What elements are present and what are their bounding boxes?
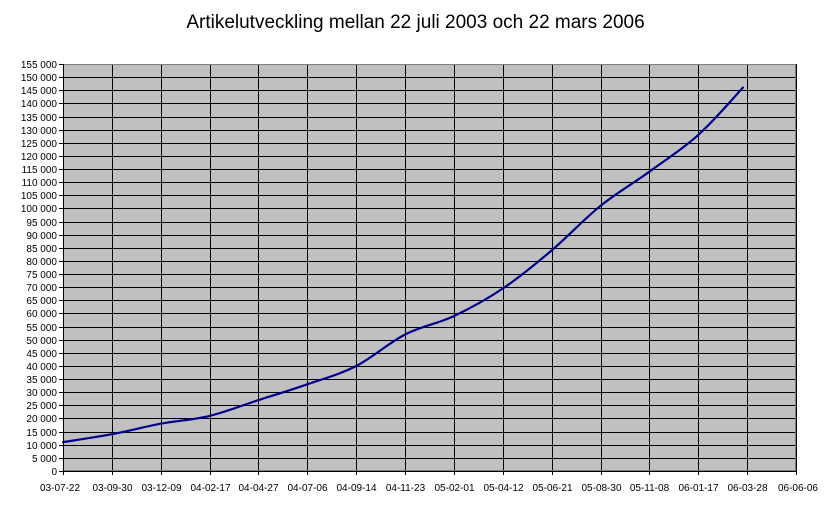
x-tick-label: 03-12-09 xyxy=(141,483,181,494)
x-tick-label: 04-04-27 xyxy=(238,483,278,494)
x-tick-label: 05-04-12 xyxy=(483,483,523,494)
x-tick-labels: 03-07-22 03-09-30 03-12-09 04-02-17 04-04-27… xyxy=(40,483,818,494)
x-tick-label: 05-08-30 xyxy=(581,483,621,494)
y-tick-label: 20 000 xyxy=(26,414,57,425)
y-tick-label: 95 000 xyxy=(26,218,57,229)
x-tick-label: 04-11-23 xyxy=(386,483,426,494)
y-tick-label: 100 000 xyxy=(21,204,58,215)
y-tick-label: 80 000 xyxy=(26,257,57,268)
y-tick-label: 50 000 xyxy=(26,336,57,347)
y-tick-label: 90 000 xyxy=(26,231,57,242)
y-tick-label: 35 000 xyxy=(26,375,57,386)
y-tick-labels: 0 5 000 10 000 15 000 20 000 25 000 30 000 35 0… xyxy=(21,60,58,478)
x-tick-label: 06-03-28 xyxy=(727,483,767,494)
y-tick-label: 60 000 xyxy=(26,309,57,320)
y-tick-label: 40 000 xyxy=(26,362,57,373)
x-tick-label: 05-06-21 xyxy=(532,483,572,494)
plot-background xyxy=(63,64,796,471)
chart-title: Artikelutveckling mellan 22 juli 2003 oc… xyxy=(186,12,645,33)
series-layer xyxy=(61,86,744,444)
y-tick-label: 110 000 xyxy=(22,178,58,189)
x-tick-label: 06-01-17 xyxy=(678,483,718,494)
y-tick-label: 45 000 xyxy=(26,349,57,360)
y-tick-label: 25 000 xyxy=(26,401,57,412)
y-tick-label: 85 000 xyxy=(26,244,57,255)
y-tick-label: 10 000 xyxy=(26,441,57,452)
x-tick-label: 04-02-17 xyxy=(190,483,230,494)
y-tick-label: 125 000 xyxy=(21,139,58,150)
y-tick-label: 65 000 xyxy=(26,296,57,307)
x-tick-label: 04-07-06 xyxy=(287,483,327,494)
series-line xyxy=(61,86,744,444)
y-tick-label: 15 000 xyxy=(26,428,57,439)
grid-lines xyxy=(59,64,797,475)
x-tick-label: 05-02-01 xyxy=(434,483,474,494)
x-tick-label: 03-07-22 xyxy=(40,483,80,494)
y-tick-label: 150 000 xyxy=(21,73,58,84)
y-tick-label: 145 000 xyxy=(21,86,58,97)
y-tick-label: 70 000 xyxy=(26,283,57,294)
y-tick-label: 140 000 xyxy=(21,99,58,110)
y-tick-label: 155 000 xyxy=(21,60,58,71)
y-tick-label: 5 000 xyxy=(32,454,57,465)
x-tick-label: 05-11-08 xyxy=(630,483,670,494)
axes xyxy=(63,64,796,472)
x-tick-label: 03-09-30 xyxy=(92,483,132,494)
x-tick-label: 06-06-06 xyxy=(778,483,818,494)
y-tick-label: 105 000 xyxy=(21,191,58,202)
y-tick-label: 135 000 xyxy=(21,113,58,124)
y-tick-label: 0 xyxy=(51,467,57,478)
y-tick-label: 115 000 xyxy=(22,165,58,176)
y-tick-label: 120 000 xyxy=(21,152,58,163)
x-tick-label: 04-09-14 xyxy=(336,483,376,494)
y-tick-label: 55 000 xyxy=(26,323,57,334)
y-tick-label: 75 000 xyxy=(26,270,57,281)
y-tick-label: 30 000 xyxy=(26,388,57,399)
y-tick-label: 130 000 xyxy=(21,126,58,137)
plot-area xyxy=(63,64,796,471)
